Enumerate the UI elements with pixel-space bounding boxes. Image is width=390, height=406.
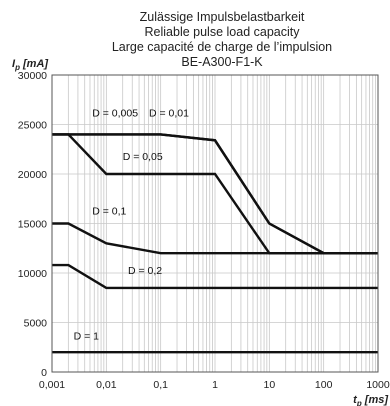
curve-annotation: D = 1 [74,330,100,342]
y-tick-label: 20000 [18,169,47,181]
x-axis-label-unit: [ms] [362,394,389,406]
x-tick-label: 0,1 [153,379,168,391]
curve-series-line [52,263,378,290]
x-tick-label: 0,01 [96,379,117,391]
x-tick-label: 1000 [366,379,390,391]
y-tick-label: 30000 [18,70,47,82]
plot-frame [51,74,379,373]
curve-annotation: D = 0,005 [92,108,138,120]
x-axis-label: tp [ms] [353,394,388,406]
y-tick-label: 25000 [18,120,47,132]
x-tick-label: 10 [263,379,275,391]
x-tick-label: 1 [212,379,218,391]
y-tick-label: 15000 [18,219,47,231]
curve-annotation: D = 0,1 [92,206,126,218]
curve-annotation: D = 0,05 [123,151,163,163]
x-axis-label-main: t [353,394,358,406]
chart-title-line: BE-A300-F1-K [181,55,263,69]
chart-title-line: Large capacité de charge de l’impulsion [112,40,332,54]
chart-title-block: Zulässige Impulsbelastbarkeit Reliable p… [112,10,332,69]
y-axis-label-main: I [12,58,16,70]
chart-title-line: Reliable pulse load capacity [145,25,301,39]
y-tick-label: 10000 [18,268,47,280]
x-tick-label: 100 [315,379,333,391]
grid [51,74,378,373]
curve-labels: D = 0,005 D = 0,01 D = 0,05 D = 0,1 D = 0,2 D… [74,108,190,343]
x-tick-label: 0,001 [39,379,65,391]
y-axis-label-unit: [mA] [20,58,48,70]
y-tick-label: 5000 [24,318,48,330]
y-axis-label: Ip [mA] [12,58,48,72]
curves [52,133,378,354]
chart-title-line: Zulässige Impulsbelastbarkeit [140,10,305,24]
y-axis-label-sub: p [14,63,20,72]
x-axis-label-sub: p [356,399,362,406]
y-tick-label: 0 [41,367,47,379]
curve-annotation: D = 0,2 [128,265,162,277]
curve-series-line [52,222,378,255]
tick-labels: 0 5000 10000 15000 20000 25000 30000 0,001 0,01 0… [18,70,390,391]
curve-annotation: D = 0,01 [149,108,189,120]
